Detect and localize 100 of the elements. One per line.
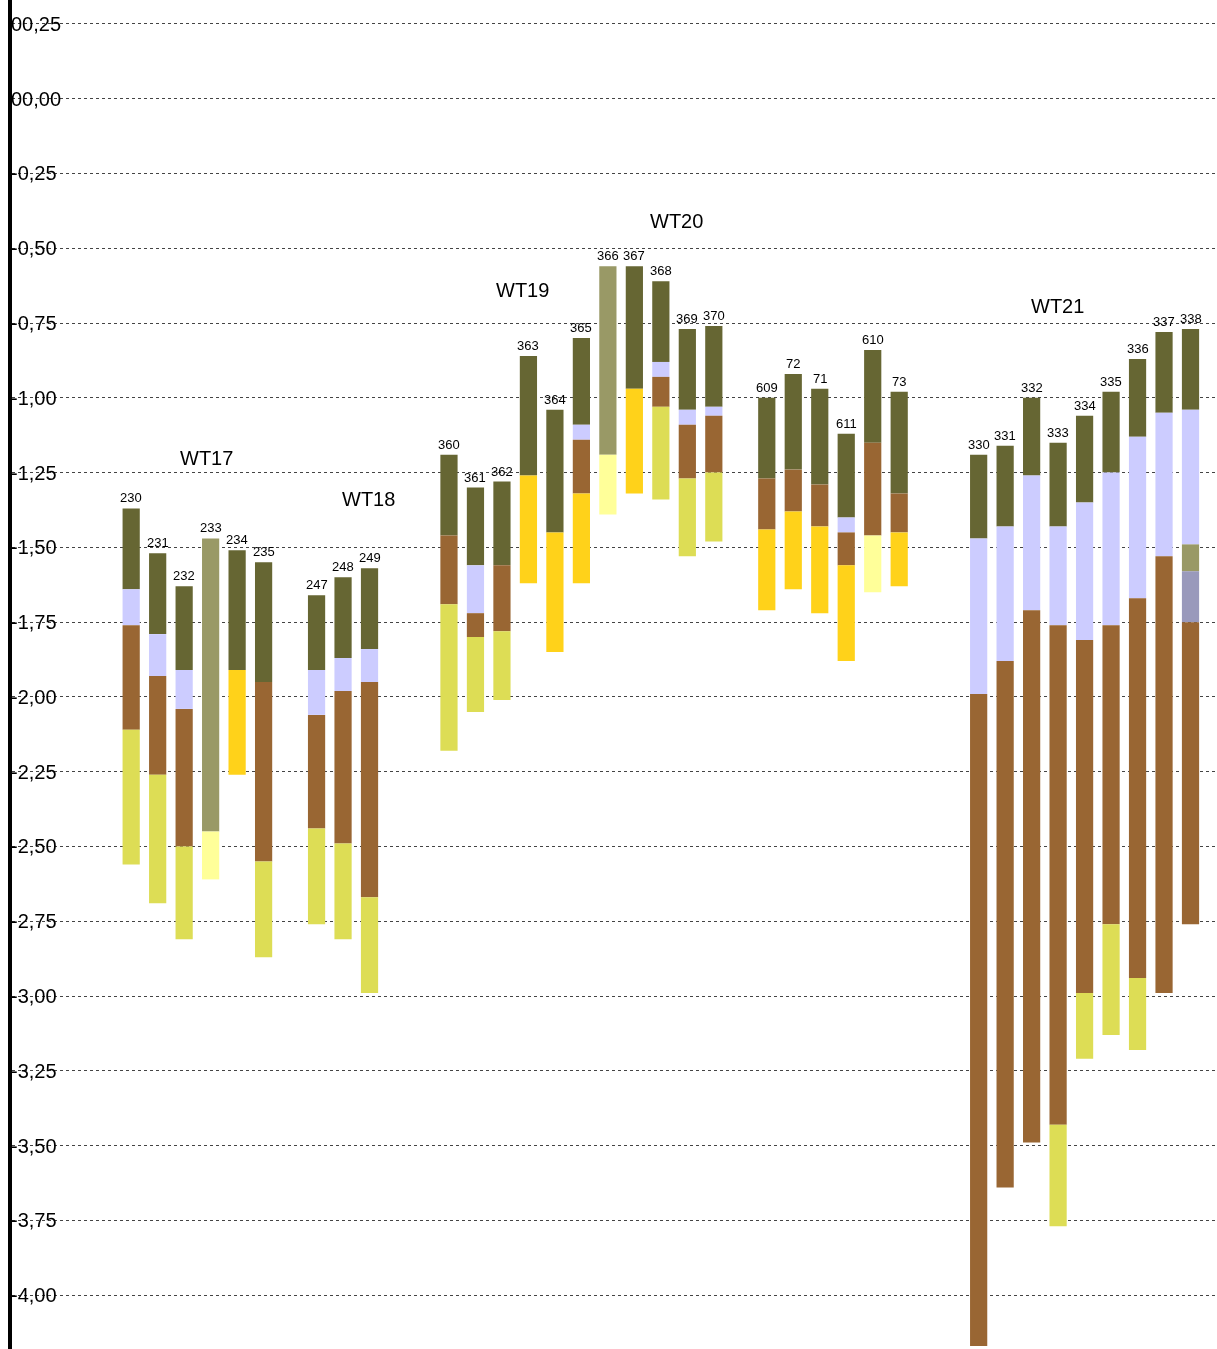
bar	[970, 454, 988, 539]
bar	[864, 535, 882, 593]
annotation: WT18	[342, 488, 396, 510]
x-tick-label: 231	[147, 535, 169, 550]
y-tick-label: -0,25	[11, 162, 57, 185]
x-tick-label: 334	[1074, 398, 1096, 413]
x-tick-label: 360	[438, 437, 460, 452]
y-tick-label: 00,00	[11, 87, 62, 110]
bar	[519, 475, 538, 584]
bar	[625, 388, 643, 494]
bar	[466, 565, 485, 614]
bar	[1049, 1124, 1067, 1227]
y-tick-label: -1,25	[11, 461, 57, 484]
bar	[228, 670, 246, 775]
bar	[652, 361, 670, 377]
bar	[705, 415, 723, 473]
y-tick-label: -1,00	[11, 386, 57, 409]
bar	[837, 532, 855, 566]
bar	[1181, 409, 1200, 545]
x-tick-label: 365	[570, 320, 592, 335]
bar	[1023, 397, 1041, 476]
bar	[811, 388, 829, 485]
x-tick-label: 336	[1127, 341, 1149, 356]
bar	[1128, 436, 1147, 599]
bar	[705, 326, 723, 407]
x-tick-label: 361	[464, 470, 486, 485]
y-tick-label: -0,75	[11, 312, 57, 335]
bar	[122, 729, 140, 865]
bar	[307, 670, 326, 715]
bar	[1181, 544, 1200, 572]
x-tick-label: 368	[650, 263, 672, 278]
x-tick-label: 248	[332, 559, 354, 574]
bar	[1049, 526, 1067, 626]
bar	[1181, 622, 1200, 925]
bar	[202, 538, 220, 832]
bar	[652, 406, 670, 500]
bar	[572, 493, 590, 584]
x-tick-label: 362	[491, 464, 513, 479]
y-tick-label: -3,00	[11, 985, 57, 1008]
bar	[466, 487, 485, 566]
annotation: WT17	[180, 447, 234, 469]
x-tick-label: 331	[994, 428, 1016, 443]
x-tick-label: 364	[544, 392, 566, 407]
y-tick-label: -3,50	[11, 1134, 57, 1157]
bar	[360, 649, 379, 682]
annotation: WT20	[650, 210, 704, 232]
bar	[996, 445, 1014, 527]
bar	[864, 349, 882, 443]
y-tick-label: -2,00	[11, 685, 57, 708]
bar	[705, 406, 723, 416]
bar	[122, 589, 140, 626]
bar	[466, 613, 485, 638]
x-tick-label: 249	[359, 550, 381, 565]
x-tick-label: 366	[597, 248, 619, 263]
x-tick-label: 610	[862, 332, 884, 347]
x-tick-label: 335	[1100, 374, 1122, 389]
bar	[625, 266, 643, 389]
x-tick-label: 367	[623, 248, 645, 263]
x-tick-label: 73	[892, 374, 907, 389]
bar	[890, 532, 908, 587]
bar	[149, 634, 167, 676]
y-tick-label: -0,50	[11, 237, 57, 260]
x-tick-label: 247	[306, 577, 328, 592]
bar	[811, 526, 829, 614]
bar	[784, 373, 802, 470]
bar	[175, 586, 193, 671]
bar	[1075, 415, 1094, 503]
x-tick-label: 338	[1180, 311, 1202, 326]
y-tick-label: -1,50	[11, 536, 57, 559]
bar	[466, 637, 485, 712]
y-tick-label: -3,75	[11, 1209, 57, 1232]
bar	[1155, 412, 1173, 557]
annotation: WT19	[496, 279, 550, 301]
bar	[307, 714, 326, 829]
bar	[970, 693, 988, 1347]
bar	[572, 424, 590, 440]
bar	[440, 604, 458, 751]
bar	[254, 562, 273, 682]
bar	[1075, 502, 1094, 641]
bar	[1128, 358, 1147, 437]
bar	[890, 391, 908, 494]
bar	[519, 355, 538, 476]
bar	[307, 595, 326, 671]
bar	[1155, 332, 1173, 413]
bar	[811, 484, 829, 527]
bar	[440, 535, 458, 605]
bar	[1075, 993, 1094, 1059]
bar	[334, 577, 352, 659]
bar	[784, 469, 802, 512]
bar	[1049, 625, 1067, 1125]
bar	[493, 631, 511, 700]
bar	[1049, 442, 1067, 527]
x-tick-label: 330	[968, 437, 990, 452]
bar	[678, 424, 696, 479]
bar	[599, 454, 617, 515]
bar	[493, 565, 511, 632]
x-tick-label: 332	[1021, 380, 1043, 395]
bar	[758, 397, 776, 479]
bar	[1102, 924, 1120, 1035]
bar	[1023, 610, 1041, 1143]
